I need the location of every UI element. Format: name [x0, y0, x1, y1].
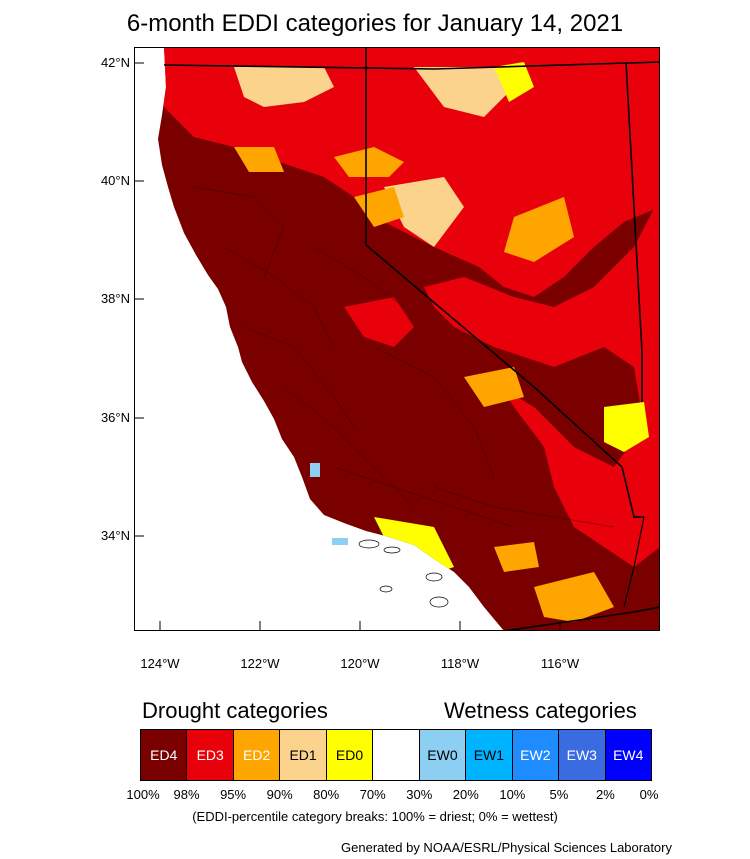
lat-label-40: 40°N [100, 173, 130, 188]
legend-box-neutral [373, 730, 420, 780]
legend-box-ed0: ED0 [326, 730, 374, 780]
legend-break-label: 0% [639, 787, 659, 802]
legend-break-label: 80% [313, 787, 340, 802]
legend-box-ed3: ED3 [187, 730, 234, 780]
region-ed1-n [414, 67, 514, 117]
ca-nv-oblique-border [365, 244, 644, 518]
map-title: 6-month EDDI categories for January 14, … [126, 10, 624, 37]
region-ed2-a [334, 147, 404, 177]
legend-box-ed4: ED4 [141, 730, 188, 780]
map-panel [134, 47, 660, 631]
channel-islands [358, 539, 449, 608]
legend-box-ed2: ED2 [233, 730, 281, 780]
region-ew0-island [332, 538, 348, 545]
lon-label-122: 122°W [240, 656, 280, 671]
legend-note: (EDDI-percentile category breaks: 100% =… [192, 809, 558, 824]
lon-tick-marks [159, 621, 561, 631]
lat-tick-marks [134, 62, 144, 537]
legend-break-label: 90% [266, 787, 293, 802]
legend-box-ew2: EW2 [512, 730, 560, 780]
lat-label-42: 42°N [100, 55, 130, 70]
region-ed2-south [534, 572, 614, 622]
or-ca-border [163, 61, 660, 70]
lat-label-36: 36°N [100, 410, 130, 425]
legend-break-label: 95% [220, 787, 247, 802]
eddi-map [134, 47, 660, 631]
region-ed1-center [384, 177, 464, 247]
county-lines [193, 186, 615, 528]
eddi-field [158, 47, 660, 631]
legend-break-label: 2% [596, 787, 615, 802]
region-ed2-se [494, 542, 539, 572]
region-ed3-central [344, 297, 414, 347]
legend-break-label: 20% [452, 787, 479, 802]
map-frame [134, 47, 660, 631]
legend-break-label: 70% [359, 787, 386, 802]
legend-box-ew0: EW0 [419, 730, 467, 780]
legend-break-label: 10% [499, 787, 526, 802]
region-ed1-nw [234, 67, 334, 107]
credit-line: Generated by NOAA/ESRL/Physical Sciences… [341, 840, 672, 855]
lat-label-38: 38°N [100, 291, 130, 306]
lon-label-118: 118°W [440, 656, 480, 671]
legend-box-ew3: EW3 [559, 730, 606, 780]
nv-ut-border [625, 61, 643, 402]
legend-box-ew4: EW4 [605, 730, 651, 780]
region-ed2-c [504, 197, 574, 262]
region-ed0-n [494, 62, 534, 102]
legend-box-ed1: ED1 [280, 730, 327, 780]
legend-break-label: 5% [549, 787, 569, 802]
drought-heading: Drought categories [142, 698, 328, 723]
region-ew0-coast [310, 463, 320, 477]
legend-break-label: 30% [406, 787, 433, 802]
region-ed2-d [234, 147, 284, 172]
lon-label-124: 124°W [140, 656, 180, 671]
legend-break-label: 100% [126, 787, 160, 802]
lat-label-34: 34°N [100, 528, 130, 543]
region-ed0-east [604, 402, 649, 452]
legend-box-ew1: EW1 [466, 730, 513, 780]
wetness-heading: Wetness categories [444, 698, 637, 723]
lon-label-120: 120°W [340, 656, 380, 671]
region-ed2-e [464, 367, 524, 407]
us-mexico-border [503, 606, 660, 631]
lon-label-116: 116°W [540, 656, 580, 671]
legend-color-bar: ED4 ED3 ED2 ED1 ED0 EW0 EW1 EW2 EW3 EW4 [140, 729, 652, 781]
legend-break-label: 98% [173, 787, 200, 802]
ca-az-border [623, 516, 645, 608]
